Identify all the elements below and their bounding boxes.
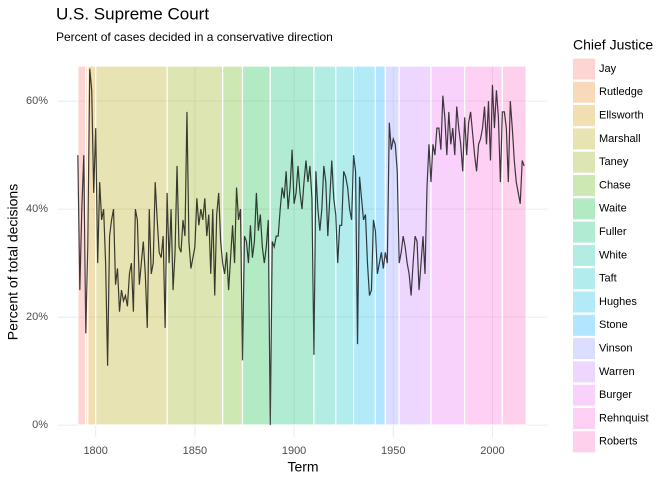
legend-swatch (573, 105, 595, 127)
legend-swatch (573, 408, 595, 429)
tenure-span (501, 65, 527, 426)
legend-swatch (573, 58, 595, 80)
legend-label: Hughes (599, 296, 637, 308)
legend-label: Roberts (599, 436, 638, 448)
legend-label: Marshall (599, 133, 641, 145)
y-tick-label: 20% (26, 311, 48, 323)
legend-title: Chief Justice (573, 37, 653, 53)
tenure-span (269, 65, 315, 426)
y-tick-label: 60% (26, 95, 48, 107)
legend-swatch (573, 221, 595, 243)
chart-subtitle: Percent of cases decided in a conservati… (56, 30, 333, 44)
tenure-span (464, 65, 503, 426)
x-tick-label: 1900 (282, 445, 306, 457)
legend-label: Vinson (599, 343, 632, 355)
legend-label: Jay (599, 63, 617, 75)
data-line (77, 68, 525, 426)
legend-label: Rehnquist (599, 412, 649, 424)
tenure-span (222, 65, 244, 426)
legend-swatch (573, 81, 595, 103)
y-axis-label: Percent of total decisions (5, 184, 21, 340)
x-tick-label: 2000 (480, 445, 504, 457)
x-axis-label: Term (287, 459, 318, 475)
legend-label: Warren (599, 366, 635, 378)
tenure-span (374, 65, 386, 426)
legend-swatch (573, 198, 595, 220)
legend-label: Chase (599, 179, 631, 191)
legend-swatch (573, 128, 595, 150)
legend-swatch (573, 384, 595, 406)
tenure-span (430, 65, 466, 426)
legend-swatch (573, 244, 595, 266)
x-tick-label: 1950 (381, 445, 405, 457)
tenure-span (95, 65, 168, 426)
legend-swatch (573, 268, 595, 290)
legend-swatch (573, 175, 595, 196)
legend-label: Taney (599, 156, 629, 168)
x-tick-label: 1800 (83, 445, 107, 457)
legend-swatch (573, 291, 595, 313)
chart-title: U.S. Supreme Court (56, 4, 209, 23)
legend-swatch (573, 361, 595, 383)
legend-swatch (573, 431, 595, 453)
legend-label: Ellsworth (599, 110, 644, 122)
tenure-span (313, 65, 337, 426)
legend-label: Burger (599, 389, 632, 401)
y-tick-label: 40% (26, 203, 48, 215)
legend-label: Taft (599, 273, 617, 285)
legend-swatch (573, 338, 595, 360)
legend-swatch (573, 151, 595, 173)
x-tick-label: 1850 (183, 445, 207, 457)
legend-label: White (599, 249, 627, 261)
legend-label: Rutledge (599, 86, 643, 98)
legend-label: Waite (599, 203, 627, 215)
legend-label: Fuller (599, 226, 627, 238)
legend-swatch (573, 314, 595, 336)
y-tick-label: 0% (32, 419, 48, 431)
legend-label: Stone (599, 319, 628, 331)
